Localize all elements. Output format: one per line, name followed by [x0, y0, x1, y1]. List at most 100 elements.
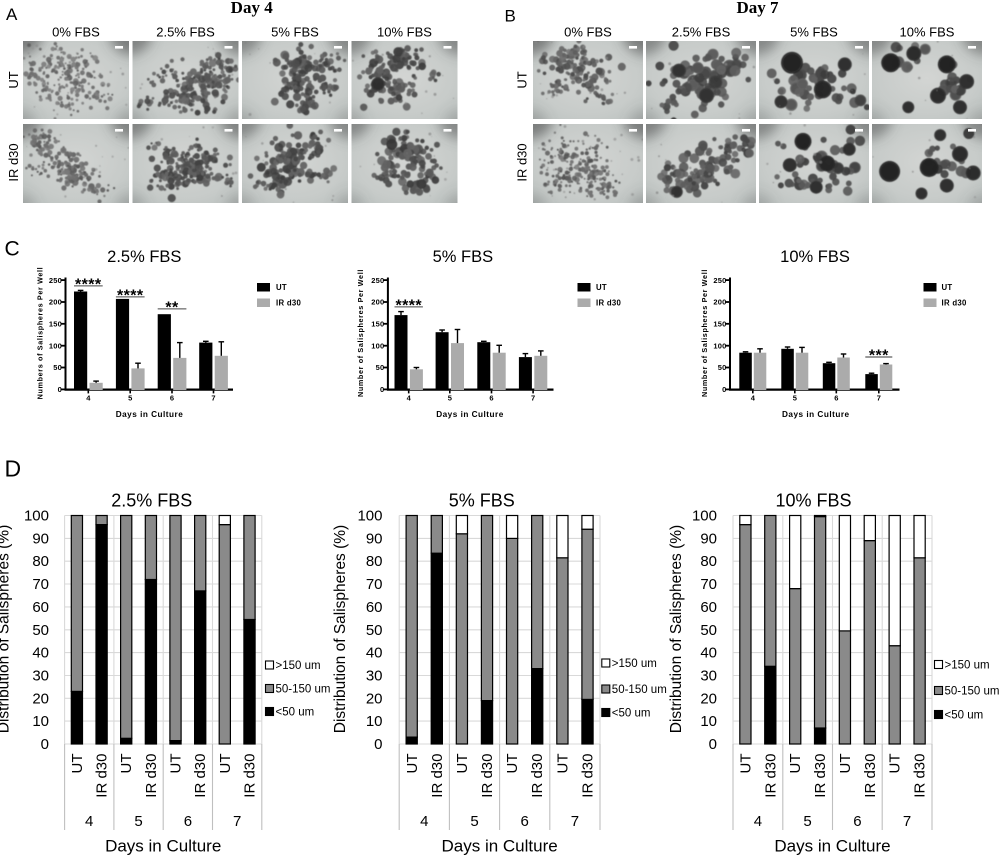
svg-text:100: 100: [24, 508, 49, 525]
svg-text:>150 um: >150 um: [945, 660, 990, 672]
svg-text:UT: UT: [168, 754, 185, 774]
svg-text:5: 5: [793, 394, 797, 403]
svg-text:4: 4: [86, 394, 91, 403]
svg-text:Day 4: Day 4: [231, 0, 274, 17]
svg-text:5% FBS: 5% FBS: [433, 248, 494, 266]
svg-text:0: 0: [709, 736, 717, 753]
svg-text:7: 7: [211, 394, 215, 403]
svg-text:4: 4: [407, 394, 412, 403]
svg-text:0: 0: [374, 736, 382, 753]
svg-text:60: 60: [700, 599, 717, 616]
svg-text:<50 um: <50 um: [276, 707, 315, 719]
svg-text:10% FBS: 10% FBS: [377, 25, 432, 40]
svg-text:IR d30: IR d30: [596, 299, 622, 308]
svg-text:Number of Salispheres Per Well: Number of Salispheres Per Well: [700, 269, 709, 397]
svg-text:Distribution of Salispheres (%: Distribution of Salispheres (%): [0, 525, 13, 733]
svg-text:10: 10: [366, 713, 383, 730]
svg-text:6: 6: [489, 394, 493, 403]
svg-text:7: 7: [877, 394, 881, 403]
svg-text:80: 80: [700, 553, 717, 570]
svg-text:70: 70: [700, 576, 717, 593]
svg-text:100: 100: [692, 508, 717, 525]
svg-text:5% FBS: 5% FBS: [271, 25, 319, 40]
svg-text:Days in Culture: Days in Culture: [105, 837, 221, 856]
svg-text:50: 50: [376, 363, 385, 372]
svg-text:C: C: [5, 238, 20, 261]
svg-text:Number of Salispheres Per Well: Number of Salispheres Per Well: [356, 269, 365, 397]
svg-text:50: 50: [718, 363, 727, 372]
svg-text:100: 100: [371, 341, 384, 350]
svg-text:200: 200: [371, 298, 384, 307]
svg-text:30: 30: [366, 668, 383, 685]
svg-text:UT: UT: [787, 754, 804, 774]
svg-text:80: 80: [366, 553, 383, 570]
svg-text:****: ****: [75, 276, 102, 293]
svg-text:UT: UT: [596, 283, 607, 292]
svg-text:IR d30: IR d30: [276, 299, 302, 308]
svg-text:150: 150: [371, 320, 384, 329]
svg-text:2.5% FBS: 2.5% FBS: [111, 491, 192, 511]
svg-text:UT: UT: [217, 754, 234, 774]
svg-text:IR d30: IR d30: [812, 754, 829, 798]
svg-text:0% FBS: 0% FBS: [564, 25, 612, 40]
svg-text:150: 150: [713, 320, 726, 329]
svg-text:20: 20: [366, 690, 383, 707]
svg-text:200: 200: [49, 298, 62, 307]
svg-text:Distribution of Salispheres (%: Distribution of Salispheres (%): [332, 525, 349, 733]
svg-text:IR d30: IR d30: [529, 754, 546, 798]
svg-text:100: 100: [713, 341, 726, 350]
svg-text:Numbers of Salispheres Per Wel: Numbers of Salispheres Per Well: [36, 267, 45, 400]
svg-text:60: 60: [366, 599, 383, 616]
svg-text:10: 10: [700, 713, 717, 730]
svg-text:10: 10: [32, 713, 49, 730]
svg-text:80: 80: [32, 553, 49, 570]
svg-text:20: 20: [700, 690, 717, 707]
svg-text:UT: UT: [6, 71, 21, 88]
svg-text:50: 50: [53, 363, 62, 372]
svg-text:Day 7: Day 7: [736, 0, 779, 17]
svg-text:UT: UT: [554, 754, 571, 774]
svg-text:IR d30: IR d30: [479, 754, 496, 798]
svg-text:7: 7: [233, 813, 241, 830]
svg-text:10% FBS: 10% FBS: [900, 25, 955, 40]
svg-text:70: 70: [366, 576, 383, 593]
svg-text:0: 0: [722, 385, 726, 394]
svg-text:UT: UT: [837, 754, 854, 774]
svg-text:5: 5: [128, 394, 132, 403]
svg-text:***: ***: [869, 348, 889, 365]
svg-text:100: 100: [49, 341, 62, 350]
svg-text:Days in Culture: Days in Culture: [774, 837, 890, 856]
svg-text:0: 0: [380, 385, 384, 394]
svg-text:7: 7: [531, 394, 535, 403]
svg-text:50-150 um: 50-150 um: [945, 686, 1000, 698]
svg-text:UT: UT: [454, 754, 471, 774]
svg-text:90: 90: [32, 530, 49, 547]
svg-text:UT: UT: [118, 754, 135, 774]
svg-text:40: 40: [32, 645, 49, 662]
svg-text:UT: UT: [504, 754, 521, 774]
svg-text:IR d30: IR d30: [429, 754, 446, 798]
svg-text:4: 4: [754, 813, 762, 830]
svg-text:IR d30: IR d30: [580, 754, 597, 798]
svg-text:Days in Culture: Days in Culture: [436, 410, 504, 419]
svg-text:0% FBS: 0% FBS: [52, 25, 100, 40]
svg-text:100: 100: [357, 508, 382, 525]
svg-text:>150 um: >150 um: [276, 660, 321, 672]
svg-text:Distribution of Salispheres (%: Distribution of Salispheres (%): [668, 525, 685, 733]
svg-text:40: 40: [700, 645, 717, 662]
svg-text:5: 5: [134, 813, 142, 830]
svg-text:4: 4: [751, 394, 756, 403]
svg-text:6: 6: [170, 394, 174, 403]
svg-text:IR d30: IR d30: [242, 754, 259, 798]
svg-text:UT: UT: [887, 754, 904, 774]
svg-text:B: B: [505, 7, 516, 26]
svg-text:50-150 um: 50-150 um: [276, 684, 331, 696]
svg-text:IR d30: IR d30: [862, 754, 879, 798]
svg-text:IR d30: IR d30: [94, 754, 111, 798]
svg-text:10% FBS: 10% FBS: [775, 491, 851, 511]
svg-text:IR d30: IR d30: [912, 754, 929, 798]
svg-text:40: 40: [366, 645, 383, 662]
svg-text:30: 30: [700, 668, 717, 685]
svg-text:2.5% FBS: 2.5% FBS: [672, 25, 731, 40]
svg-text:60: 60: [32, 599, 49, 616]
